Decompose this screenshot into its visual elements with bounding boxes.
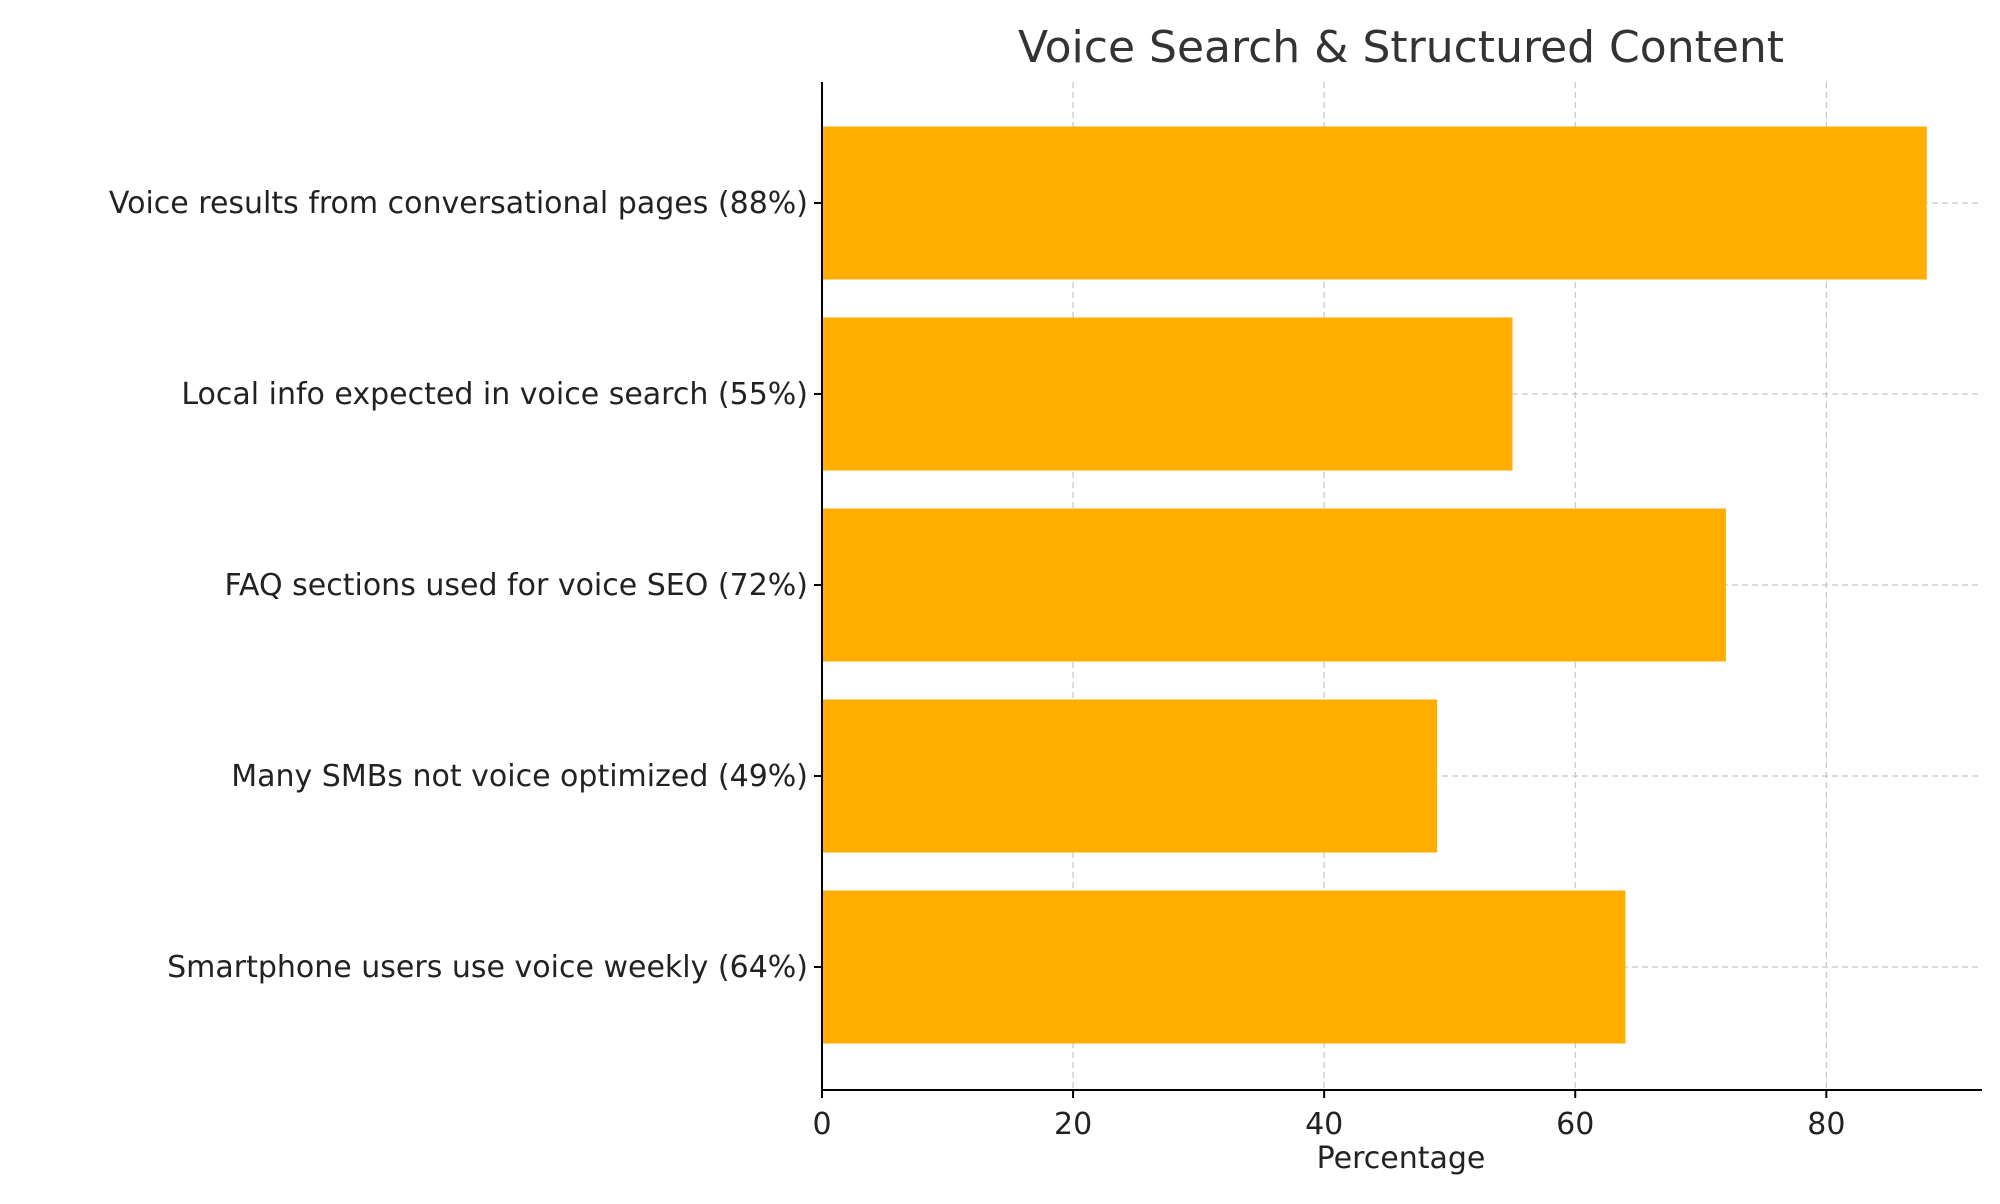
bar (822, 890, 1626, 1044)
x-tick-label: 60 (1556, 1107, 1594, 1142)
bar (822, 317, 1513, 471)
chart-title: Voice Search & Structured Content (1018, 22, 1784, 73)
category-label: Voice results from conversational pages … (109, 186, 808, 221)
bar (822, 126, 1927, 280)
x-tick-label: 20 (1054, 1107, 1092, 1142)
x-tick-label: 40 (1305, 1107, 1343, 1142)
bar (822, 508, 1726, 662)
x-axis-label: Percentage (1317, 1141, 1486, 1176)
category-label: FAQ sections used for voice SEO (72%) (225, 568, 809, 603)
category-label: Local info expected in voice search (55%… (181, 377, 808, 412)
x-tick-label: 0 (812, 1107, 831, 1142)
bars-layer (822, 126, 1927, 1044)
x-tick-label: 80 (1807, 1107, 1845, 1142)
bar (822, 699, 1438, 853)
labels-layer: Voice results from conversational pages … (109, 186, 1846, 1142)
category-label: Many SMBs not voice optimized (49%) (231, 759, 808, 794)
axes-layer (814, 82, 1982, 1098)
category-label: Smartphone users use voice weekly (64%) (167, 950, 808, 985)
